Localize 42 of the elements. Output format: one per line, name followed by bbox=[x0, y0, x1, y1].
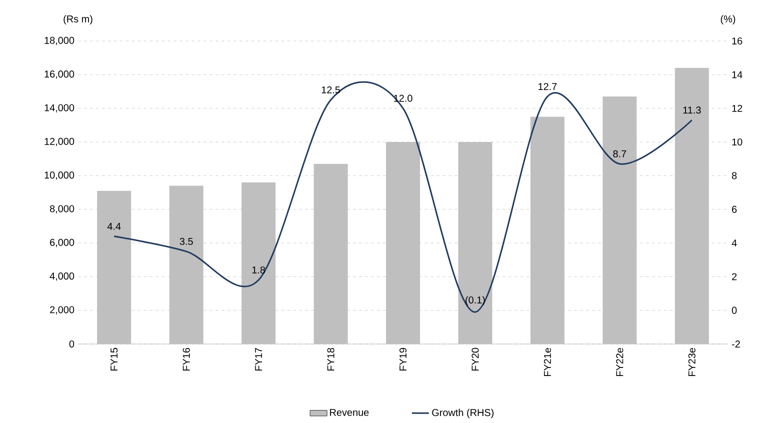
y-tick-label: 10,000 bbox=[44, 172, 74, 180]
y2-tick-label: 16 bbox=[732, 37, 742, 45]
bar bbox=[674, 68, 709, 344]
data-label: 4.4 bbox=[107, 222, 121, 230]
y-tick-label: 16,000 bbox=[44, 70, 74, 79]
y-tick-label: 18,000 bbox=[44, 36, 74, 46]
data-label: 3.5 bbox=[180, 238, 193, 245]
y-tick-label: 8,000 bbox=[50, 205, 74, 214]
x-tick-label: FY19 bbox=[399, 348, 407, 371]
x-tick-label: FY20 bbox=[472, 348, 479, 371]
data-label: 8.7 bbox=[613, 150, 626, 158]
y-tick-label: 0 bbox=[69, 340, 74, 348]
y2-axis-title: (%) bbox=[720, 15, 736, 24]
y2-tick-label: 8 bbox=[732, 172, 737, 180]
y-tick-label: 12,000 bbox=[44, 138, 74, 146]
y2-tick-label: -2 bbox=[732, 340, 740, 348]
x-tick-label: FY22e bbox=[616, 348, 624, 376]
x-tick-label: FY18 bbox=[327, 348, 334, 371]
y-axis-title: (Rs m) bbox=[64, 15, 92, 24]
y-tick-label: 14,000 bbox=[44, 104, 74, 112]
x-tick-label: FY16 bbox=[182, 348, 190, 371]
y-tick-label: 6,000 bbox=[50, 238, 74, 248]
data-label: 12.5 bbox=[322, 86, 340, 94]
x-tick-label: FY21e bbox=[544, 348, 551, 376]
data-label: 1.8 bbox=[252, 266, 266, 274]
y2-tick-label: 12 bbox=[732, 104, 742, 112]
legend-label: Revenue bbox=[330, 408, 369, 416]
y2-tick-label: 14 bbox=[732, 71, 742, 78]
x-tick-label: FY17 bbox=[255, 348, 262, 371]
y2-tick-label: 2 bbox=[732, 273, 737, 280]
x-tick-label: FY23e bbox=[688, 348, 696, 376]
y2-tick-label: 6 bbox=[732, 206, 737, 213]
data-label: 11.3 bbox=[683, 106, 701, 114]
y2-tick-label: 0 bbox=[732, 306, 737, 314]
x-tick-label: FY15 bbox=[110, 348, 118, 371]
data-label: (0.1) bbox=[466, 296, 485, 306]
legend-label: Growth (RHS) bbox=[432, 408, 494, 418]
y2-tick-label: 4 bbox=[732, 240, 737, 246]
data-label: 12.7 bbox=[538, 83, 557, 90]
y-tick-label: 4,000 bbox=[50, 272, 74, 281]
y-tick-label: 2,000 bbox=[50, 306, 74, 314]
y2-tick-label: 10 bbox=[732, 138, 742, 146]
